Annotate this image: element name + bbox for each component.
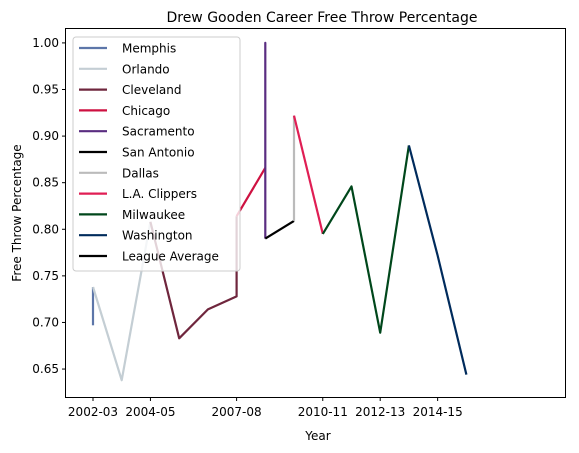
y-tick-label: 0.80 [32,222,59,236]
legend-label-dallas: Dallas [122,166,159,180]
x-tick-label: 2004-05 [125,405,175,419]
y-tick-label: 0.70 [32,315,59,329]
y-tick-label: 0.95 [32,83,59,97]
legend-label-cleveland: Cleveland [122,83,182,97]
legend-label-san-antonio: San Antonio [122,146,195,160]
y-axis-label: Free Throw Percentage [10,144,24,281]
x-tick-label: 2010-11 [298,405,348,419]
series-line-l-a-clippers [292,115,324,235]
series-line-chicago [235,167,267,217]
plot-frame [65,28,566,398]
y-tick-label: 0.85 [32,176,59,190]
legend-label-sacramento: Sacramento [122,125,195,139]
y-tick-label: 0.75 [32,269,59,283]
series-line-san-antonio [264,219,295,240]
plot-lines [91,41,468,382]
x-tick-label: 2012-13 [355,405,405,419]
chart-title: Drew Gooden Career Free Throw Percentage [166,10,477,26]
y-tick-label: 0.65 [32,362,59,376]
legend: Memphis Orlando Cleveland Chicago Sacramento… [72,36,241,272]
x-tick-label: 2007-08 [212,405,262,419]
legend-label-league-average: League Average [122,250,219,264]
x-axis-label: Year [304,429,330,443]
legend-label-washington: Washington [122,229,193,243]
legend-label-memphis: Memphis [122,42,176,56]
x-tick-label: 2014-15 [413,405,463,419]
y-axis: 0.65 0.70 0.75 0.80 0.85 0.90 0.95 1.00 [32,36,66,376]
y-tick-label: 0.90 [32,129,59,143]
legend-label-milwaukee: Milwaukee [122,208,185,222]
series-line-washington [407,145,468,375]
x-tick-label: 2002-03 [68,405,118,419]
series-line-orlando [91,221,152,382]
y-tick-label: 1.00 [32,36,59,50]
x-axis: 2002-03 2004-05 2007-08 2010-11 2012-13 2014-… [68,397,463,419]
legend-label-l-a-clippers: L.A. Clippers [122,187,197,201]
series-line-milwaukee [321,145,410,334]
legend-box [72,36,241,272]
legend-label-orlando: Orlando [122,62,170,76]
legend-label-chicago: Chicago [122,104,170,118]
